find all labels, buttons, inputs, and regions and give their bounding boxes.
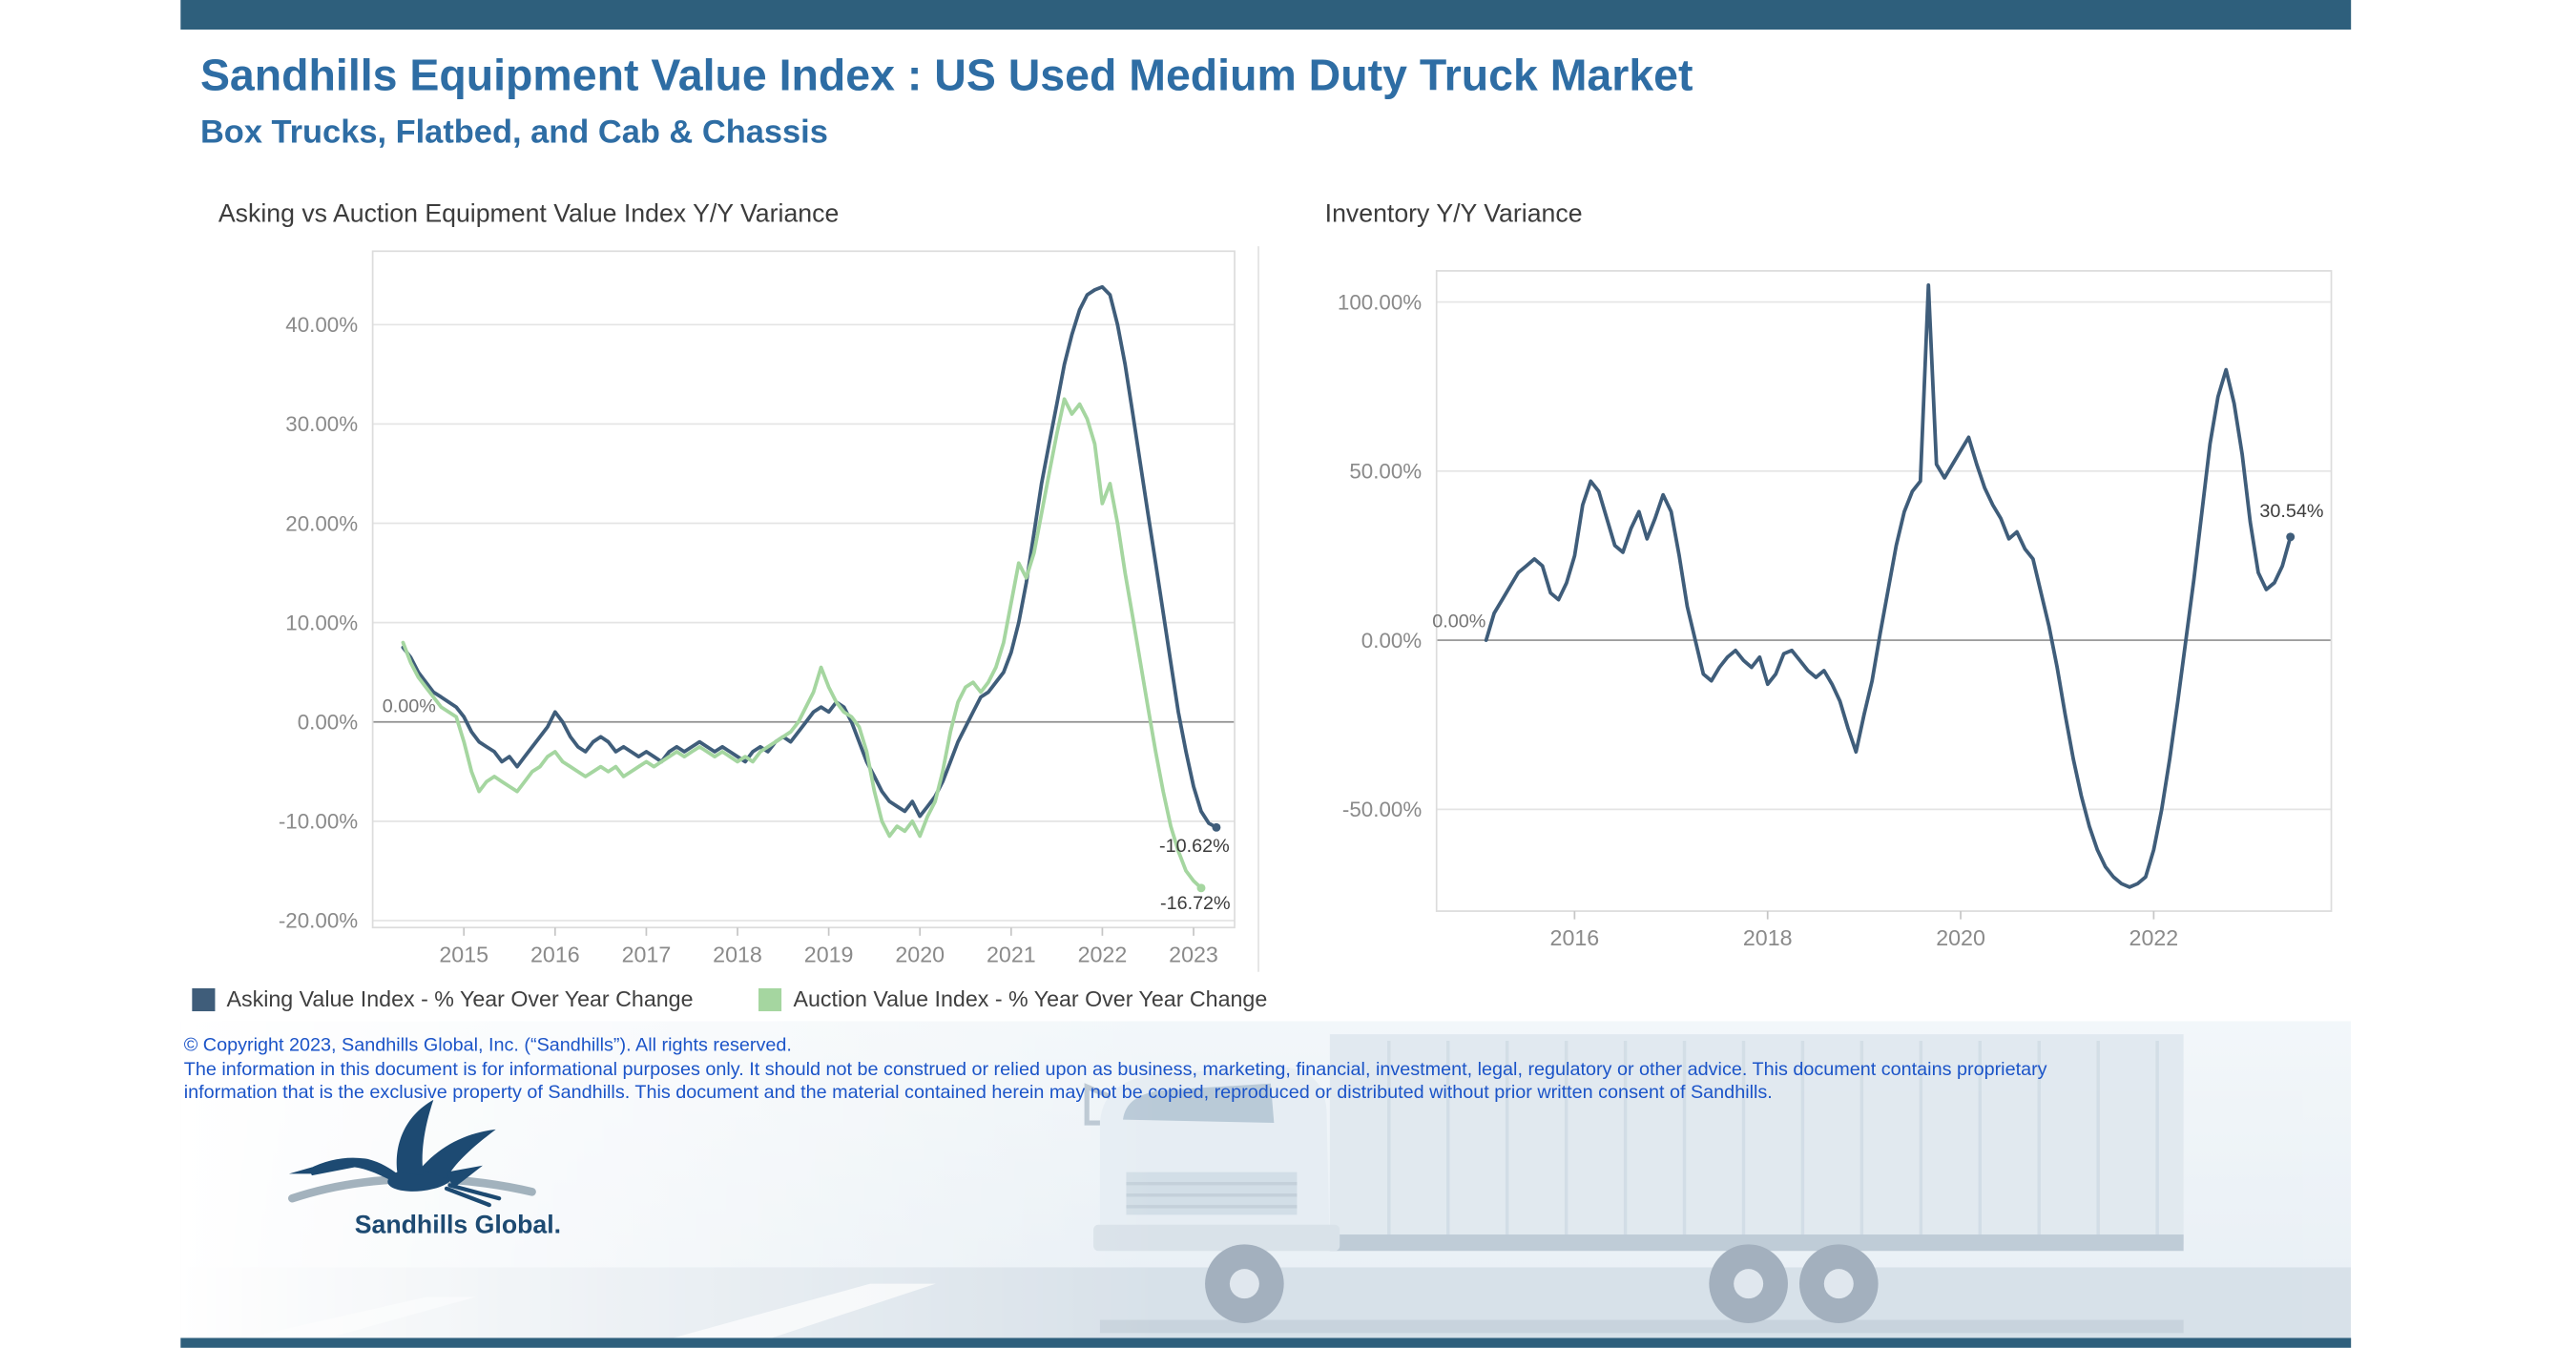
x-axis-label: 2018	[1743, 925, 1793, 950]
annotation-label: 0.00%	[383, 695, 436, 716]
copyright-line-1: © Copyright 2023, Sandhills Global, Inc.…	[183, 1035, 792, 1056]
y-axis-label: 30.00%	[285, 412, 358, 436]
copyright-line-3: information that is the exclusive proper…	[183, 1084, 1773, 1104]
plot-border	[371, 250, 1236, 929]
copyright-line-2: The information in this document is for …	[183, 1059, 2047, 1080]
page-title: Sandhills Equipment Value Index : US Use…	[199, 51, 1693, 100]
auction-legend-label: Auction Value Index - % Year Over Year C…	[793, 986, 1268, 1012]
asking-legend-swatch	[192, 987, 216, 1011]
y-axis-label: 50.00%	[1349, 460, 1422, 484]
photo-left-fade	[180, 1021, 2352, 1338]
inventory-chart: 100.00% 50.00% 0.00% -50.00% 2016 2018 2020 202…	[1338, 270, 2333, 950]
x-axis-label: 2016	[530, 942, 580, 966]
truck-photo-background	[180, 1021, 2352, 1338]
x-axis-label: 2022	[2129, 925, 2179, 950]
series-line	[401, 397, 1203, 890]
y-axis-label: -50.00%	[1342, 798, 1422, 821]
sandhills-logo: Sandhills Global.	[282, 1096, 594, 1240]
bottom-accent-bar	[180, 1338, 2352, 1348]
series-end-marker	[1212, 822, 1221, 832]
auction-legend-swatch	[758, 987, 782, 1011]
legend-item-asking: Asking Value Index - % Year Over Year Ch…	[192, 986, 694, 1012]
crane-legs	[444, 1183, 502, 1208]
top-accent-bar	[180, 0, 2352, 30]
y-axis-label: 10.00%	[285, 611, 358, 634]
x-axis-label: 2021	[987, 942, 1036, 966]
series-line	[1484, 283, 2293, 889]
y-axis-label: 40.00%	[285, 313, 358, 337]
sandhills-logo-text: Sandhills Global.	[354, 1211, 562, 1240]
y-axis-label: 0.00%	[1361, 629, 1423, 653]
annotation-label: 0.00%	[1432, 611, 1485, 632]
chart-divider	[1257, 246, 1259, 972]
annotation-label: 30.54%	[2259, 501, 2323, 522]
x-axis-label: 2015	[439, 942, 488, 966]
x-axis-label: 2018	[713, 942, 762, 966]
x-axis-label: 2022	[1078, 942, 1128, 966]
chart-title-asking-vs-auction: Asking vs Auction Equipment Value Index …	[218, 199, 840, 229]
chart-legend: Asking Value Index - % Year Over Year Ch…	[192, 986, 1267, 1011]
truck-photo-illustration	[180, 1021, 2352, 1338]
x-axis-label: 2020	[1936, 925, 1985, 950]
x-axis-label: 2017	[622, 942, 672, 966]
y-axis-label: 0.00%	[298, 710, 359, 734]
y-axis-label: -10.00%	[279, 810, 358, 834]
x-axis-label: 2023	[1169, 942, 1218, 966]
crane-bird-icon	[288, 1099, 536, 1208]
y-axis-label: -20.00%	[279, 909, 358, 933]
chart-title-inventory: Inventory Y/Y Variance	[1324, 199, 1583, 229]
x-axis-label: 2019	[804, 942, 854, 966]
series-end-marker	[2286, 532, 2296, 542]
x-axis-label: 2020	[895, 942, 945, 966]
y-axis-label: 100.00%	[1338, 290, 1422, 314]
x-axis-label: 2016	[1550, 925, 1600, 950]
annotation-label: -16.72%	[1160, 893, 1231, 914]
series-line	[401, 284, 1218, 830]
asking-legend-label: Asking Value Index - % Year Over Year Ch…	[226, 986, 694, 1012]
legend-item-auction: Auction Value Index - % Year Over Year C…	[758, 986, 1267, 1011]
y-axis-label: 20.00%	[285, 511, 358, 535]
plot-border	[1435, 270, 2333, 912]
copyright-text: © Copyright 2023, Sandhills Global, Inc.…	[184, 1034, 2327, 1106]
series-end-marker	[1196, 883, 1206, 893]
page-subtitle: Box Trucks, Flatbed, and Cab & Chassis	[199, 114, 828, 152]
annotation-label: -10.62%	[1159, 836, 1230, 857]
asking-auction-chart: 40.00% 30.00% 20.00% 10.00% 0.00% -10.00% -20.…	[279, 250, 1236, 966]
